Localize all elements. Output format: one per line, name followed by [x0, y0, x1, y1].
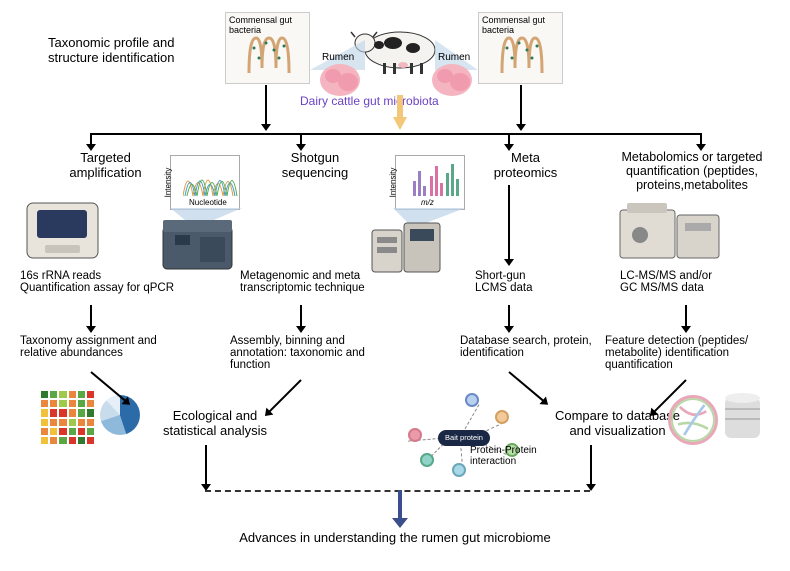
col2-header: Shotgun sequencing — [265, 150, 365, 180]
arrow-center-icon — [393, 95, 407, 130]
rumen-label-l: Rumen — [322, 52, 354, 63]
arrow — [590, 445, 592, 485]
arrow — [90, 371, 126, 401]
c2-step2: Assembly, binning and annotation: taxono… — [230, 335, 390, 371]
gut-box-right: Commensal gut bacteria — [478, 12, 563, 84]
rumen-left — [318, 60, 363, 98]
gut-box-left: Commensal gut bacteria — [225, 12, 310, 84]
db-icon — [725, 398, 760, 438]
output1: Ecological and statistical analysis — [150, 408, 280, 438]
chord-icon — [668, 395, 718, 445]
final-arrow — [398, 490, 402, 520]
col3-header: Meta proteomics — [478, 150, 573, 180]
col1-header: Targeted amplification — [48, 150, 163, 180]
ngs-icon — [160, 215, 235, 273]
arrow — [90, 305, 92, 327]
c4-step1: LC-MS/MS and/or GC MS/MS data — [620, 270, 760, 294]
col4-header: Metabolomics or targeted quantification … — [602, 150, 782, 192]
c4-step2: Feature detection (peptides/ metabolite)… — [605, 335, 780, 371]
heatmap-icon — [40, 390, 95, 445]
mz-chart: Intensity m/z — [395, 155, 465, 210]
arrow — [700, 133, 702, 145]
network-icon: Bait protein Protein-Protein interaction — [410, 395, 535, 480]
c3-step2: Database search, protein, identification — [460, 335, 605, 359]
arrow — [90, 133, 92, 145]
c3-step1: Short-gun LCMS data — [475, 270, 570, 294]
arrow — [205, 445, 207, 485]
rumen-label-r: Rumen — [438, 52, 470, 63]
c1-step2: Taxonomy assignment and relative abundan… — [20, 335, 175, 359]
rumen-right — [430, 60, 475, 98]
arrow — [300, 305, 302, 327]
c1-step1: 16s rRNA reads Quantification assay for … — [20, 270, 180, 294]
arrow — [520, 85, 522, 125]
qpcr-icon — [25, 195, 100, 263]
lcms-icon — [370, 215, 442, 275]
gcms-icon — [615, 195, 725, 263]
arrow — [508, 185, 510, 260]
final-text: Advances in understanding the rumen gut … — [0, 530, 790, 545]
nucleotide-chart: Intensity Nucleotide — [170, 155, 240, 210]
diagram-root: Taxonomic profile and structure identifi… — [0, 0, 790, 571]
arrow — [508, 133, 510, 145]
pie-icon — [100, 395, 140, 435]
arrow — [265, 85, 267, 125]
subtitle: Dairy cattle gut microbiota — [300, 95, 439, 109]
arrow — [300, 133, 302, 145]
arrow — [508, 305, 510, 327]
arrow — [685, 305, 687, 327]
h-connector — [90, 133, 700, 135]
top-title: Taxonomic profile and structure identifi… — [48, 35, 203, 65]
c2-step1: Metagenomic and meta transcriptomic tech… — [240, 270, 390, 294]
